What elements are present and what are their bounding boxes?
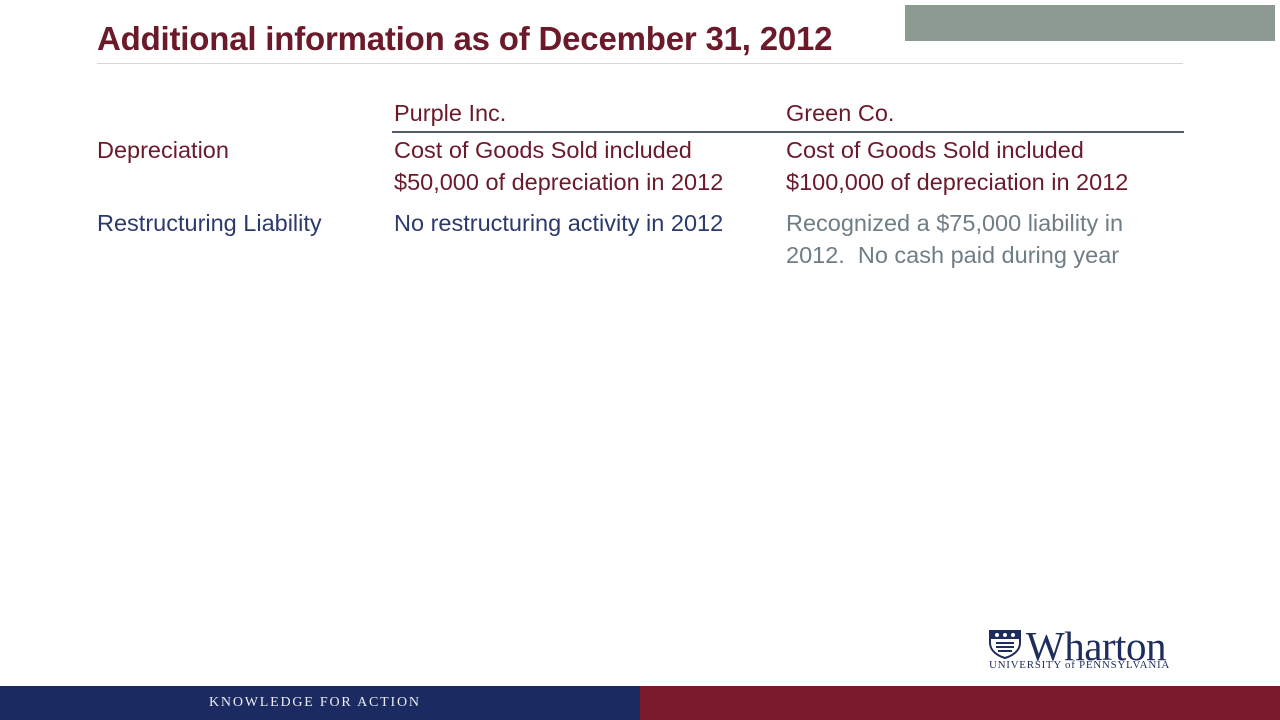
green-depreciation-line-1: Cost of Goods Sold included — [786, 137, 1084, 163]
logo-subtitle: UNIVERSITY of PENNSYLVANIA — [989, 659, 1170, 671]
footer-tagline: KNOWLEDGE FOR ACTION — [209, 695, 421, 710]
purple-depreciation-line-2: $50,000 of depreciation in 2012 — [394, 169, 724, 195]
wharton-logo: Wharton UNIVERSITY of PENNSYLVANIA — [988, 623, 1193, 676]
row-label-restructuring: Restructuring Liability — [97, 210, 322, 236]
green-restructuring-line-2: 2012. No cash paid during year — [786, 242, 1120, 268]
title-divider — [97, 63, 1183, 64]
row-label-depreciation: Depreciation — [97, 137, 229, 163]
purple-depreciation-line-1: Cost of Goods Sold included — [394, 137, 692, 163]
slide-title: Additional information as of December 31… — [97, 20, 833, 57]
green-restructuring-line-1: Recognized a $75,000 liability in — [786, 210, 1124, 236]
purple-restructuring-text: No restructuring activity in 2012 — [394, 210, 724, 236]
decorative-gray-block — [905, 5, 1275, 41]
penn-shield-icon — [989, 630, 1021, 659]
footer-red-band — [640, 686, 1280, 720]
footer-navy-band: KNOWLEDGE FOR ACTION — [0, 686, 640, 720]
logo-wordmark: Wharton — [1026, 623, 1166, 669]
column-header-green: Green Co. — [786, 100, 895, 126]
column-header-purple: Purple Inc. — [394, 100, 507, 126]
green-depreciation-line-2: $100,000 of depreciation in 2012 — [786, 169, 1129, 195]
header-divider — [392, 131, 1184, 133]
